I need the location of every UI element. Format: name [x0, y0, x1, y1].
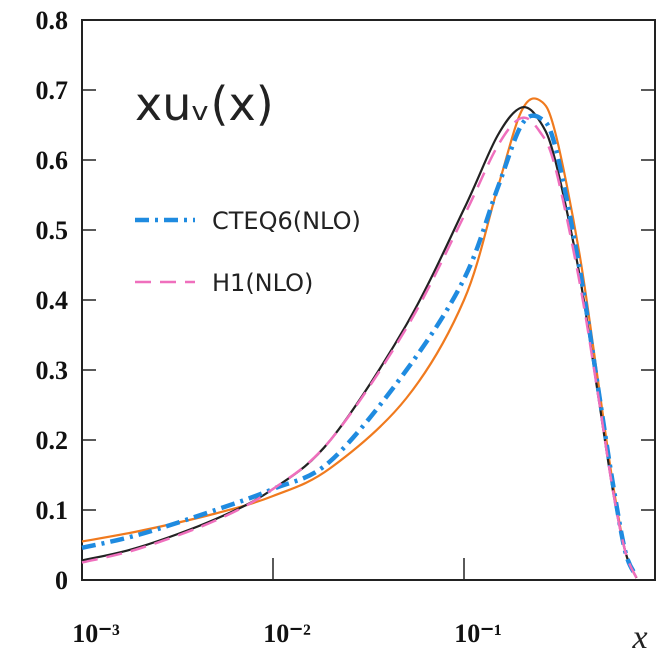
y-tick-label: 0: [55, 566, 68, 595]
annotation: xuᵥ(x): [135, 77, 274, 131]
y-tick-label: 0.4: [36, 286, 69, 315]
x-tick-label: 10⁻³: [72, 619, 120, 648]
y-tick-label: 0.7: [36, 76, 69, 105]
y-tick-label: 0.3: [36, 356, 69, 385]
series-line: [81, 105, 638, 579]
y-tick-label: 0.8: [36, 6, 69, 35]
series-line: [81, 113, 639, 578]
legend-label: H1(NLO): [212, 269, 313, 297]
x-axis-label: x: [631, 619, 647, 656]
y-tick-label: 0.1: [36, 496, 69, 525]
series-line: [81, 116, 638, 579]
legend-label: CTEQ6(NLO): [212, 207, 361, 235]
x-tick-label: 10⁻²: [263, 619, 311, 648]
y-tick-label: 0.5: [36, 216, 69, 245]
y-tick-label: 0.2: [36, 426, 69, 455]
x-tick-label: 10⁻¹: [454, 619, 502, 648]
series-line: [81, 97, 638, 579]
y-tick-label: 0.6: [36, 146, 69, 175]
